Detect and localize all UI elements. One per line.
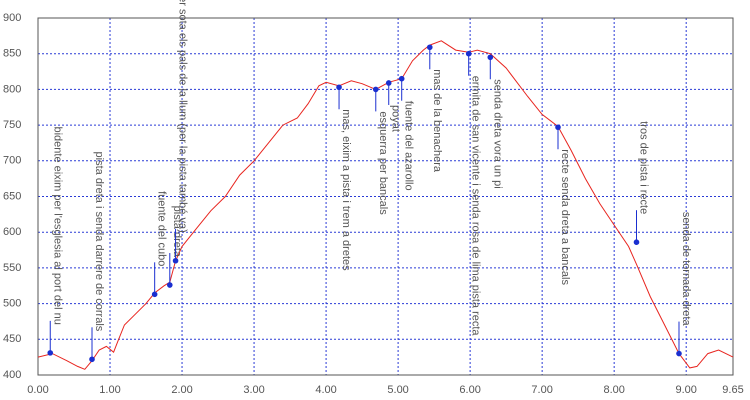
waypoint bbox=[89, 356, 95, 363]
plot-frame bbox=[37, 17, 734, 376]
waypoint bbox=[166, 282, 173, 288]
waypoint bbox=[633, 239, 640, 245]
x-tick-label: 2.00 bbox=[171, 384, 192, 396]
waypoint bbox=[385, 80, 392, 86]
y-tick-label: 600 bbox=[3, 226, 21, 238]
x-tick-label: 3.00 bbox=[243, 384, 264, 396]
waypoint bbox=[372, 86, 379, 93]
x-tick-label: 8.00 bbox=[603, 384, 624, 396]
y-tick-label: 400 bbox=[3, 369, 21, 381]
x-tick-label: 9.00 bbox=[675, 384, 696, 396]
y-tick-label: 900 bbox=[3, 12, 21, 24]
elevation-line bbox=[37, 40, 734, 370]
y-tick-label: 550 bbox=[3, 262, 21, 274]
waypoint bbox=[426, 44, 433, 51]
waypoint-label: esquerra per bancals bbox=[377, 111, 389, 215]
y-tick-label: 700 bbox=[3, 155, 21, 167]
x-tick-label: 0.00 bbox=[27, 384, 48, 396]
x-tick-label: 4.00 bbox=[315, 384, 336, 396]
x-tick-label: 6.00 bbox=[459, 384, 480, 396]
waypoint-label: mas de la benachera bbox=[431, 69, 443, 173]
y-tick-label: 450 bbox=[3, 333, 21, 345]
y-tick-label: 800 bbox=[3, 83, 21, 95]
y-tick-label: 500 bbox=[3, 298, 21, 310]
y-tick-label: 650 bbox=[3, 190, 21, 202]
waypoint-label: senda dreta vora un pi bbox=[491, 79, 503, 188]
x-tick-label: 1.00 bbox=[99, 384, 120, 396]
waypoint-label: senda de tornada dreta bbox=[680, 212, 692, 327]
waypoint bbox=[47, 350, 54, 356]
waypoint bbox=[398, 75, 405, 82]
waypoint bbox=[172, 257, 179, 264]
waypoint bbox=[151, 291, 158, 298]
x-tick-label: 5.00 bbox=[387, 384, 408, 396]
waypoint-label: esquema per sota els pals de la llum (pe… bbox=[177, 0, 189, 233]
waypoint-label: fuente del azarollo bbox=[403, 101, 415, 191]
waypoint-label: mas, eixim a pista i trem a dretes bbox=[340, 109, 352, 271]
x-tick-label: 9.65 bbox=[722, 384, 743, 396]
waypoint-label: pista dreta i senda darrere de corrals bbox=[93, 152, 105, 332]
waypoint bbox=[676, 350, 682, 357]
waypoint-label: poyat bbox=[390, 105, 402, 132]
waypoint bbox=[555, 124, 561, 131]
waypoint-label: bidente eixim per l'esglesia al port del… bbox=[51, 126, 63, 324]
waypoint bbox=[336, 84, 342, 91]
y-tick-label: 750 bbox=[3, 119, 21, 131]
waypoint-label: recte senda dreta a bancals bbox=[559, 149, 571, 285]
waypoint-label: fuente del cubo bbox=[156, 191, 168, 266]
waypoint bbox=[465, 50, 472, 57]
y-tick-label: 850 bbox=[3, 48, 21, 60]
waypoint-label: pista dreta bbox=[171, 206, 183, 258]
waypoint bbox=[487, 54, 494, 61]
waypoint-label: tros de pista i recte bbox=[637, 121, 649, 214]
x-tick-label: 7.00 bbox=[531, 384, 552, 396]
waypoint-label: ermita de san vicente i senda rosa de li… bbox=[470, 76, 482, 337]
